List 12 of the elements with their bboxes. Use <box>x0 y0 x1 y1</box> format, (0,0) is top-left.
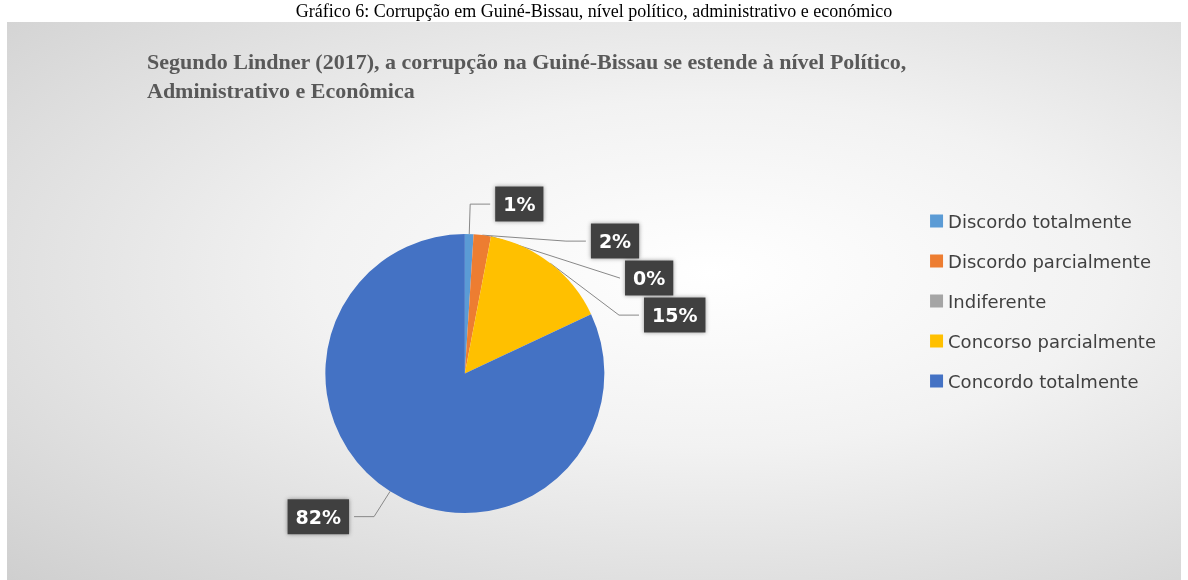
legend-label: Indiferente <box>948 290 1047 312</box>
legend-label: Discordo totalmente <box>948 210 1132 232</box>
legend-label: Concorso parcialmente <box>948 330 1156 352</box>
data-label: 1% <box>503 193 536 216</box>
chart-title: Segundo Lindner (2017), a corrupção na Guiné-Bissau se estende à nível Político, Administrativo e Econômica <box>147 49 912 103</box>
legend-label: Concordo totalmente <box>948 370 1139 392</box>
text: 0% <box>633 267 666 290</box>
data-label: 82% <box>295 505 342 528</box>
data-label: 2% <box>598 230 632 253</box>
text: Gráfico 6: Corrupção em Guiné-Bissau, nível político, administrativo e económico <box>294 0 894 22</box>
data-label: 15% <box>652 304 698 327</box>
legend-label: Discordo parcialmente <box>948 250 1151 272</box>
